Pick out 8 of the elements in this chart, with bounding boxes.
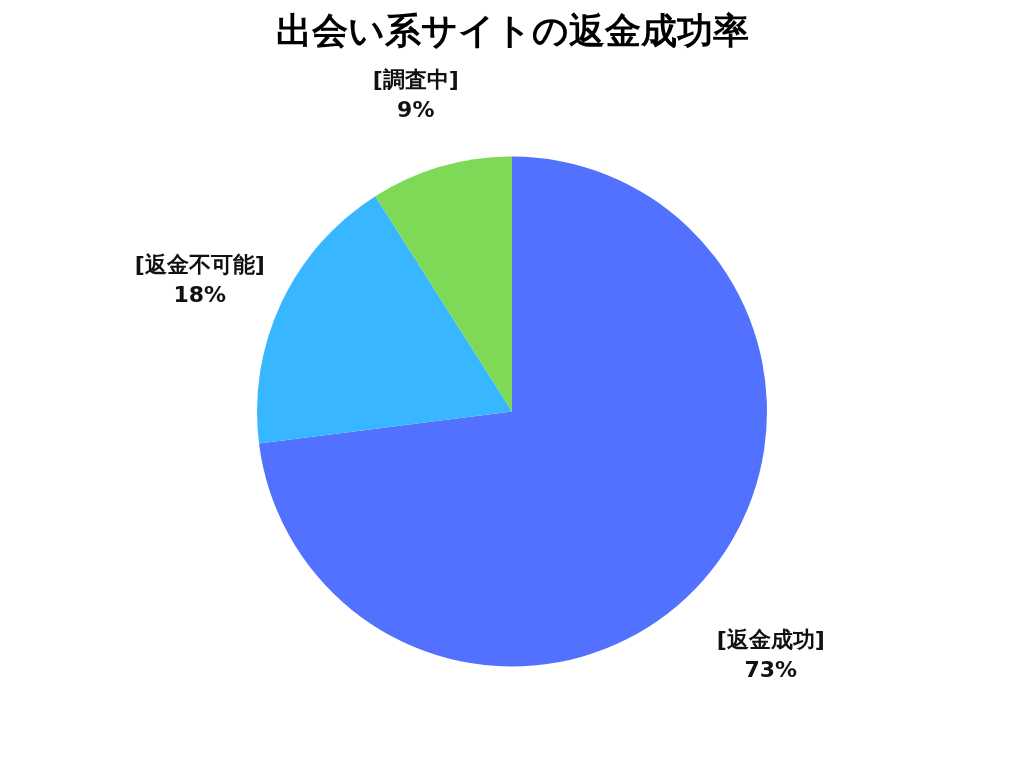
data-label: 9% <box>397 97 435 123</box>
chart-title: 出会い系サイトの返金成功率 <box>275 10 749 51</box>
slice-label: [調査中] <box>372 67 459 93</box>
slice-label: [返金成功] <box>716 626 825 652</box>
pie-slice <box>375 156 512 412</box>
data-label: 73% <box>744 656 798 682</box>
data-label: 18% <box>173 281 227 307</box>
slice-label: [返金不可能] <box>134 251 265 277</box>
